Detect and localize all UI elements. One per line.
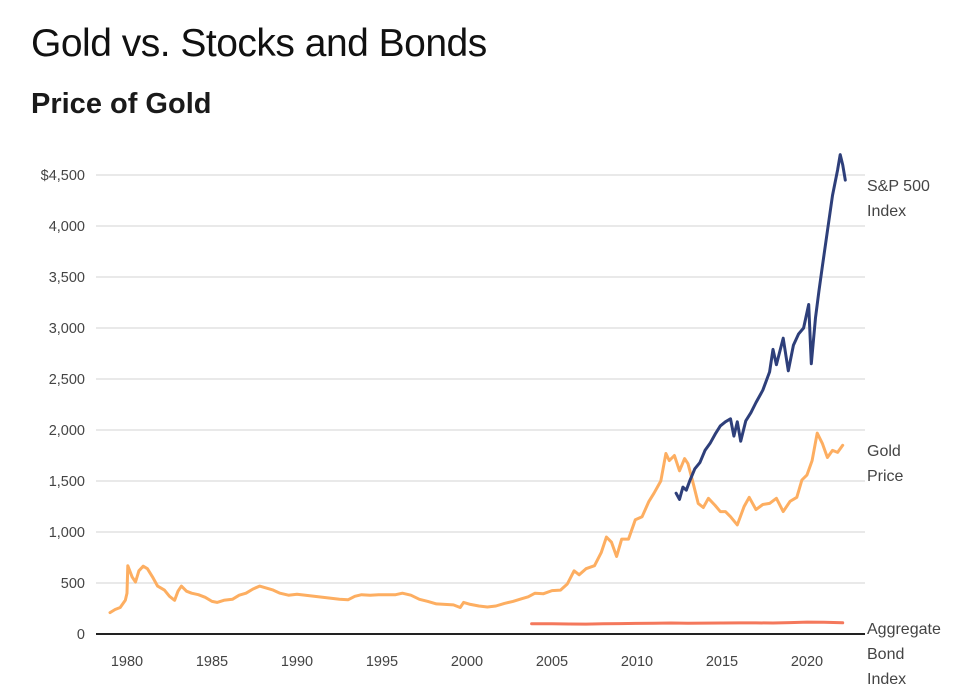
y-tick-label: 4,000 — [49, 219, 85, 235]
x-tick-label: 2005 — [536, 654, 568, 670]
chart-title: Gold vs. Stocks and Bonds — [31, 22, 487, 65]
chart-subtitle: Price of Gold — [31, 88, 212, 120]
aggregate-bond-label-line: Aggregate — [867, 621, 941, 638]
y-tick-label: 1,500 — [49, 474, 85, 490]
x-tick-label: 2020 — [791, 654, 823, 670]
sp500-line — [674, 153, 847, 501]
aggregate-bond-label-line: Index — [867, 671, 906, 688]
y-tick-label: 500 — [61, 576, 85, 592]
x-tick-label: 2015 — [706, 654, 738, 670]
y-tick-label: 3,000 — [49, 321, 85, 337]
y-tick-label: 2,000 — [49, 423, 85, 439]
x-tick-label: 2010 — [621, 654, 653, 670]
series-lines — [108, 153, 847, 626]
gold-price-label-line: Price — [867, 468, 904, 485]
x-tick-label: 1980 — [111, 654, 143, 670]
gold-price-line — [108, 431, 845, 615]
sp500-label-line: S&P 500 — [867, 178, 930, 195]
sp500-label-line: Index — [867, 203, 906, 220]
x-tick-label: 1990 — [281, 654, 313, 670]
x-tick-label: 1995 — [366, 654, 398, 670]
gold-price-label-line: Gold — [867, 443, 901, 460]
x-tick-label: 1985 — [196, 654, 228, 670]
y-tick-label: 1,000 — [49, 525, 85, 541]
x-axis-ticks: 1980 1985 1990 1995 2000 2005 2010 2015 2020 — [111, 654, 823, 670]
y-axis-ticks: 0 500 1,000 1,500 2,000 2,500 3,000 3,500 4,000 $… — [41, 168, 85, 643]
series-labels: Gold Price S&P 500 Index Aggregate Bond Index — [867, 178, 941, 688]
aggregate-bond-label-line: Bond — [867, 646, 904, 663]
aggregate-bond-line — [530, 620, 845, 626]
y-tick-label: 0 — [77, 627, 85, 643]
x-tick-label: 2000 — [451, 654, 483, 670]
y-tick-label: 3,500 — [49, 270, 85, 286]
y-tick-label: 2,500 — [49, 372, 85, 388]
gridlines — [96, 174, 865, 584]
y-tick-label: $4,500 — [41, 168, 85, 184]
